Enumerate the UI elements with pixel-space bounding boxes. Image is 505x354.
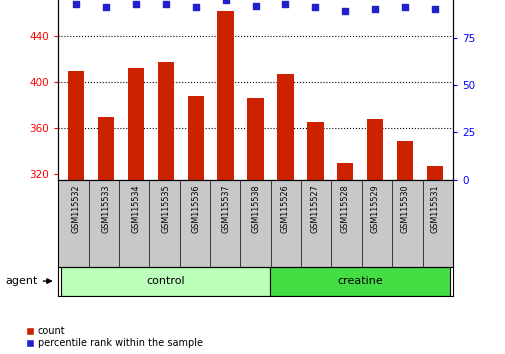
Point: [340, 8, 348, 14]
Text: GSM115528: GSM115528: [340, 184, 349, 233]
Point: [430, 6, 438, 12]
Bar: [336, 162, 353, 180]
Point: [251, 3, 259, 8]
Bar: [396, 141, 413, 180]
Bar: [247, 98, 263, 180]
Text: GSM115534: GSM115534: [131, 184, 140, 233]
Bar: [277, 74, 293, 180]
Text: GSM115529: GSM115529: [370, 184, 379, 233]
Text: GSM115533: GSM115533: [102, 184, 110, 233]
Text: GSM115536: GSM115536: [191, 184, 200, 233]
Bar: [426, 166, 442, 180]
Point: [400, 5, 408, 10]
Bar: [68, 71, 84, 180]
Text: GSM115537: GSM115537: [221, 184, 230, 233]
Point: [281, 1, 289, 6]
Bar: [217, 11, 233, 180]
Point: [72, 1, 80, 6]
Point: [311, 5, 319, 10]
Bar: [270, 267, 449, 296]
Legend: count, percentile rank within the sample: count, percentile rank within the sample: [25, 325, 204, 349]
Point: [162, 1, 170, 6]
Bar: [307, 122, 323, 180]
Point: [221, 0, 229, 3]
Text: GSM115526: GSM115526: [280, 184, 289, 233]
Bar: [366, 119, 383, 180]
Bar: [157, 62, 174, 180]
Text: GSM115530: GSM115530: [400, 184, 409, 233]
Point: [132, 1, 140, 6]
Bar: [61, 267, 270, 296]
Text: GSM115532: GSM115532: [72, 184, 80, 233]
Bar: [127, 68, 144, 180]
Bar: [187, 96, 204, 180]
Text: GSM115531: GSM115531: [430, 184, 438, 233]
Text: GSM115538: GSM115538: [250, 184, 260, 233]
Text: control: control: [146, 276, 185, 286]
Point: [191, 5, 199, 10]
Text: agent: agent: [5, 276, 37, 286]
Text: GSM115535: GSM115535: [161, 184, 170, 233]
Text: GSM115527: GSM115527: [310, 184, 319, 233]
Text: creatine: creatine: [337, 276, 382, 286]
Point: [370, 6, 378, 12]
Point: [102, 5, 110, 10]
Bar: [97, 117, 114, 180]
